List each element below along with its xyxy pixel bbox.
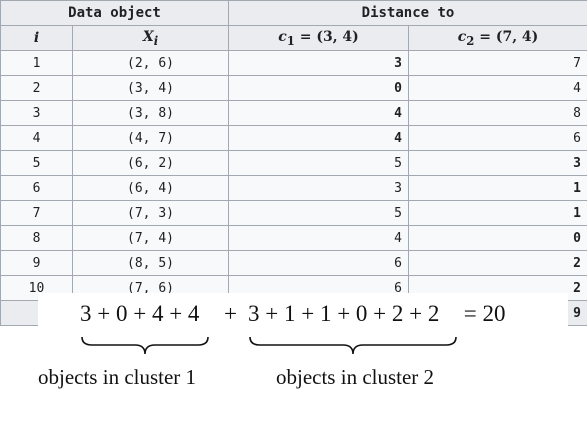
distance-c2-cell: 4	[408, 75, 587, 101]
table-row: 1 (2, 6) 3 7	[0, 50, 587, 76]
header-row-1: Data object Distance to	[0, 0, 587, 26]
index-cell: 8	[0, 225, 73, 251]
index-header: i	[0, 25, 73, 51]
index-cell: 7	[0, 200, 73, 226]
c2-header: c2 = (7, 4)	[408, 25, 587, 51]
distance-to-header: Distance to	[228, 0, 587, 26]
distance-c2-cell: 0	[408, 225, 587, 251]
distance-c2-cell: 8	[408, 100, 587, 126]
object-cell: (3, 4)	[72, 75, 229, 101]
c1-value: = (3, 4)	[294, 28, 359, 45]
index-cell: 6	[0, 175, 73, 201]
equation-result: = 20	[458, 301, 506, 326]
table-row: 4 (4, 7) 4 6	[0, 125, 587, 151]
distance-c1-cell: 6	[228, 250, 409, 276]
distance-c2-cell: 7	[408, 50, 587, 76]
distance-c1-cell: 5	[228, 200, 409, 226]
index-cell: 2	[0, 75, 73, 101]
distance-c1-cell: 4	[228, 225, 409, 251]
c1-symbol: c	[278, 28, 287, 45]
table-row: 9 (8, 5) 6 2	[0, 250, 587, 276]
distance-c1-cell: 3	[228, 175, 409, 201]
distance-c2-cell: 1	[408, 200, 587, 226]
cluster2-label: objects in cluster 2	[276, 365, 435, 389]
x-symbol: X	[142, 28, 154, 45]
index-symbol: i	[33, 30, 40, 46]
c1-header: c1 = (3, 4)	[228, 25, 409, 51]
x-header: Xi	[72, 25, 229, 51]
object-cell: (6, 2)	[72, 150, 229, 176]
c1-subscript: 1	[286, 33, 295, 48]
distance-c2-cell: 3	[408, 150, 587, 176]
object-cell: (8, 5)	[72, 250, 229, 276]
distance-c1-cell: 4	[228, 100, 409, 126]
cluster1-brace	[80, 335, 210, 357]
c2-value: = (7, 4)	[474, 28, 539, 45]
object-cell: (2, 6)	[72, 50, 229, 76]
index-cell: 4	[0, 125, 73, 151]
c2-symbol: c	[457, 28, 467, 45]
distance-table: Data object Distance to i Xi c1 = (3, 4)…	[0, 0, 587, 326]
table-row: 2 (3, 4) 0 4	[0, 75, 587, 101]
table-row: 5 (6, 2) 5 3	[0, 150, 587, 176]
cluster1-terms: 3 + 0 + 4 + 4	[80, 301, 200, 326]
index-cell: 1	[0, 50, 73, 76]
object-cell: (6, 4)	[72, 175, 229, 201]
distance-c2-cell: 6	[408, 125, 587, 151]
index-cell: 5	[0, 150, 73, 176]
object-cell: (7, 3)	[72, 200, 229, 226]
distance-c2-cell: 2	[408, 250, 587, 276]
table-row: 6 (6, 4) 3 1	[0, 175, 587, 201]
table-row: 3 (3, 8) 4 8	[0, 100, 587, 126]
cluster2-terms: 3 + 1 + 1 + 0 + 2 + 2	[248, 301, 440, 326]
header-row-2: i Xi c1 = (3, 4) c2 = (7, 4)	[0, 25, 587, 51]
index-cell: 3	[0, 100, 73, 126]
distance-c2-cell: 1	[408, 175, 587, 201]
cluster2-brace	[248, 335, 458, 357]
distance-c1-cell: 3	[228, 50, 409, 76]
table-row: 8 (7, 4) 4 0	[0, 225, 587, 251]
cluster1-label: objects in cluster 1	[38, 365, 197, 389]
cost-equation: 3 + 0 + 4 + 4 + 3 + 1 + 1 + 0 + 2 + 2 = …	[38, 293, 568, 427]
plus-sign: +	[224, 301, 237, 326]
object-cell: (3, 8)	[72, 100, 229, 126]
table-row: 7 (7, 3) 5 1	[0, 200, 587, 226]
object-cell: (7, 4)	[72, 225, 229, 251]
data-object-header: Data object	[0, 0, 229, 26]
object-cell: (4, 7)	[72, 125, 229, 151]
distance-c1-cell: 0	[228, 75, 409, 101]
c2-subscript: 2	[466, 33, 475, 48]
distance-c1-cell: 5	[228, 150, 409, 176]
index-cell: 9	[0, 250, 73, 276]
x-subscript: i	[153, 33, 159, 48]
distance-c1-cell: 4	[228, 125, 409, 151]
